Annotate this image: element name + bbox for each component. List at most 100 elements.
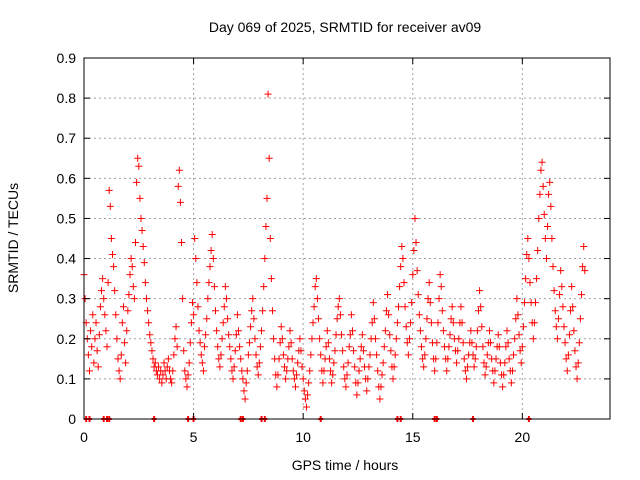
data-point (402, 323, 410, 331)
data-point (448, 303, 456, 311)
data-point (293, 371, 301, 379)
data-point (530, 319, 538, 327)
data-point (213, 327, 221, 335)
data-point (348, 327, 356, 335)
data-point (529, 335, 537, 343)
data-point (105, 186, 113, 194)
data-point (218, 335, 226, 343)
data-point (500, 371, 508, 379)
data-point (179, 295, 187, 303)
data-point (113, 335, 121, 343)
data-point (325, 355, 333, 363)
data-point (110, 263, 118, 271)
data-point (397, 263, 405, 271)
data-point (215, 355, 223, 363)
data-point (114, 355, 122, 363)
data-point (475, 307, 482, 315)
data-point (273, 383, 281, 391)
data-point (135, 162, 143, 170)
data-point (137, 214, 145, 222)
data-point (100, 295, 108, 303)
data-point (235, 327, 243, 335)
data-point (260, 283, 268, 291)
data-point (195, 327, 203, 335)
data-point (127, 255, 135, 263)
data-point (290, 375, 298, 383)
data-point (534, 247, 542, 255)
data-point (569, 303, 577, 311)
data-point (84, 351, 92, 359)
data-point (342, 383, 350, 391)
data-point (116, 375, 124, 383)
data-point (96, 303, 104, 311)
data-point (432, 355, 440, 363)
data-point (336, 311, 344, 319)
data-point (287, 339, 295, 347)
data-point (291, 383, 299, 391)
y-tick-label: 0.9 (57, 50, 77, 66)
data-point (378, 371, 386, 379)
data-point (536, 190, 544, 198)
data-point (203, 315, 211, 323)
data-point (156, 375, 164, 383)
data-point (333, 315, 341, 323)
data-point (562, 355, 570, 363)
data-point (420, 363, 428, 371)
data-point (217, 351, 225, 359)
data-point (256, 343, 264, 351)
data-point (345, 343, 353, 351)
data-point (344, 359, 352, 367)
data-point (322, 343, 330, 351)
data-point (298, 363, 306, 371)
data-point (182, 375, 190, 383)
data-point (404, 351, 412, 359)
data-point (469, 351, 477, 359)
data-point (491, 367, 499, 375)
data-point (374, 367, 382, 375)
y-tick-label: 0.8 (57, 90, 77, 106)
data-point (485, 327, 493, 335)
data-point (219, 319, 227, 327)
x-tick-label: 5 (190, 429, 198, 445)
data-point (524, 235, 532, 242)
data-point (104, 279, 112, 287)
data-point (175, 166, 183, 174)
data-point (147, 339, 155, 347)
data-point (476, 287, 484, 295)
data-point (414, 291, 422, 299)
data-point (186, 339, 194, 347)
data-point (471, 355, 479, 363)
data-point (568, 283, 576, 291)
data-point (190, 311, 198, 319)
data-point (128, 263, 136, 271)
data-point (121, 339, 129, 347)
data-point (356, 355, 364, 363)
data-point (250, 315, 258, 323)
data-point (205, 279, 213, 287)
data-point (178, 239, 186, 247)
data-point (371, 335, 379, 343)
data-point (251, 335, 259, 343)
data-point (88, 343, 96, 351)
data-point (92, 319, 100, 327)
data-point (370, 315, 378, 323)
data-point (241, 395, 249, 403)
data-point (573, 375, 581, 383)
data-point (226, 343, 234, 351)
x-tick-label: 10 (295, 429, 311, 445)
data-point (275, 355, 283, 363)
data-point (311, 283, 319, 291)
data-point (522, 275, 530, 283)
data-point (102, 327, 110, 335)
y-tick-label: 0.7 (57, 130, 77, 146)
data-point (216, 363, 224, 371)
data-point (384, 291, 392, 299)
data-point (302, 403, 310, 411)
y-tick-label: 0.1 (57, 371, 77, 387)
data-point (565, 331, 573, 339)
data-point (501, 359, 509, 367)
data-point (559, 303, 567, 311)
data-point (499, 383, 507, 391)
data-point (381, 327, 389, 335)
data-point (574, 359, 582, 367)
